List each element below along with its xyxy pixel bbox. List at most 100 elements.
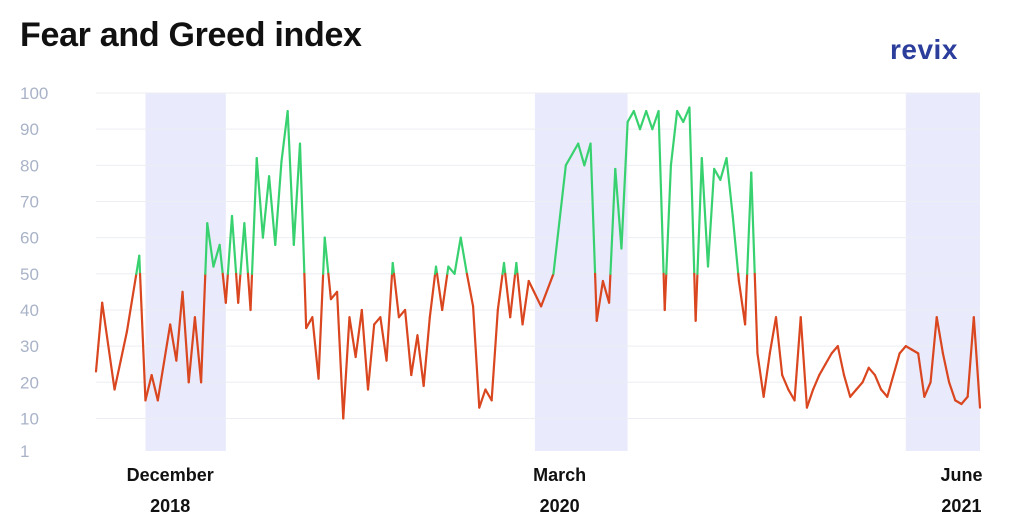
data-segment <box>694 272 699 322</box>
data-segment <box>830 345 839 355</box>
y-tick-label: 100 <box>20 84 48 103</box>
data-segment <box>403 308 413 377</box>
data-segment <box>447 265 456 275</box>
data-segment <box>138 272 147 402</box>
data-segment <box>471 305 481 409</box>
data-segment <box>688 106 696 275</box>
data-segment <box>250 156 258 275</box>
y-tick-label: 10 <box>20 409 39 428</box>
data-segment <box>842 373 852 398</box>
data-segment <box>725 156 734 218</box>
data-segment <box>849 388 858 398</box>
data-segment <box>305 316 314 330</box>
data-segment <box>706 167 716 268</box>
data-segment <box>274 160 283 246</box>
data-segment <box>206 222 215 268</box>
data-segment <box>669 109 679 167</box>
data-segment <box>898 345 907 355</box>
data-segment <box>453 236 462 275</box>
data-segment <box>392 272 401 319</box>
x-tick-year: 2020 <box>540 496 580 516</box>
data-segment <box>484 388 493 402</box>
data-segment <box>768 316 778 355</box>
data-segment <box>187 316 197 384</box>
data-segment <box>292 142 302 246</box>
data-segment <box>564 142 580 167</box>
data-segment <box>428 272 437 319</box>
data-segment <box>360 308 370 391</box>
highlight-band-2 <box>905 93 980 451</box>
data-segment <box>261 175 271 239</box>
brand-logo: revix <box>890 34 958 65</box>
data-segment <box>799 316 809 409</box>
data-segment <box>465 272 475 308</box>
data-segment <box>335 290 345 420</box>
data-segment <box>645 109 654 131</box>
data-segment <box>138 254 142 275</box>
data-segment <box>935 316 945 355</box>
data-segment <box>746 171 753 275</box>
data-segment <box>373 316 382 326</box>
data-segment <box>638 109 648 131</box>
data-segment <box>193 316 203 384</box>
data-segment <box>601 279 611 304</box>
data-segment <box>539 272 555 308</box>
data-segment <box>632 109 642 131</box>
data-segment <box>614 167 623 250</box>
data-segment <box>595 279 605 322</box>
x-tick-year: 2021 <box>941 496 981 516</box>
data-segment <box>947 381 957 402</box>
data-segment <box>657 109 665 275</box>
x-tick-year: 2018 <box>150 496 190 516</box>
x-tick-month: December <box>127 465 214 485</box>
data-segment <box>663 272 668 312</box>
data-segment <box>397 308 407 319</box>
data-segment <box>713 167 722 181</box>
data-segment <box>459 236 469 275</box>
data-segment <box>255 156 265 239</box>
data-segment <box>303 272 308 330</box>
data-segment <box>696 156 703 275</box>
data-segment <box>366 323 376 391</box>
y-tick-label: 30 <box>20 337 39 356</box>
data-segment <box>886 373 895 398</box>
data-segment <box>212 243 221 268</box>
data-segment <box>354 308 363 359</box>
data-segment <box>267 175 277 246</box>
x-tick-month: March <box>533 465 586 485</box>
data-segment <box>731 214 740 275</box>
data-segment <box>960 395 969 406</box>
data-segment <box>521 279 530 326</box>
data-segment <box>527 279 543 308</box>
data-segment <box>818 363 827 377</box>
data-segment <box>204 222 209 275</box>
data-segment <box>609 167 617 275</box>
data-segment <box>719 156 728 181</box>
y-tick-label: 40 <box>20 301 39 320</box>
data-segment <box>700 156 710 268</box>
data-segment <box>626 109 635 124</box>
x-tick-month: June <box>940 465 982 485</box>
data-segment <box>230 214 238 275</box>
y-tick-label: 80 <box>20 156 39 175</box>
data-segment <box>226 214 234 275</box>
data-segment <box>941 352 951 384</box>
data-segment <box>249 272 254 312</box>
data-segment <box>651 109 660 131</box>
data-segment <box>323 236 330 275</box>
data-segment <box>379 316 388 362</box>
data-segment <box>577 142 586 167</box>
data-segment <box>199 272 207 384</box>
data-segment <box>125 272 138 333</box>
data-segment <box>410 334 419 377</box>
data-segment <box>793 316 802 402</box>
data-segment <box>607 272 612 304</box>
data-segment <box>836 345 846 377</box>
chart-title: Fear and Greed index <box>20 16 362 54</box>
data-segment <box>509 272 517 319</box>
data-segment <box>422 316 431 388</box>
data-segment <box>385 272 394 362</box>
data-segment <box>954 399 963 406</box>
data-segment <box>665 164 673 275</box>
